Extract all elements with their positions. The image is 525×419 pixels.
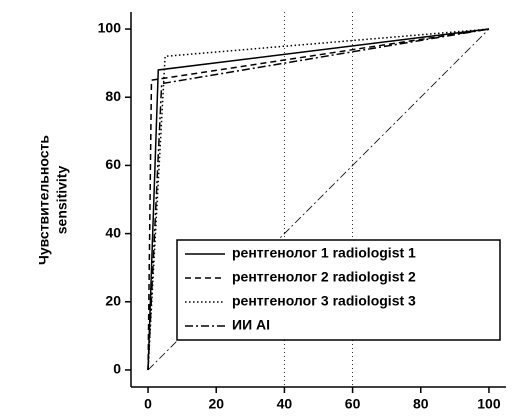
y-label-en: sensitivity bbox=[54, 166, 70, 235]
series-line bbox=[147, 28, 490, 370]
y-tick-label: 40 bbox=[105, 224, 121, 240]
y-label-ru: Чувствительность bbox=[36, 135, 52, 265]
legend-label: рентгенолог 2 radiologist 2 bbox=[232, 269, 416, 285]
y-tick-label: 80 bbox=[105, 88, 121, 104]
legend-label: рентгенолог 1 radiologist 1 bbox=[232, 245, 416, 261]
x-tick-label: 20 bbox=[208, 396, 224, 412]
y-tick-label: 0 bbox=[113, 361, 121, 377]
x-tick-label: 100 bbox=[477, 396, 501, 412]
y-axis-title: Чувствительность sensitivity bbox=[36, 135, 70, 265]
y-tick-label: 60 bbox=[105, 156, 121, 172]
y-tick-label: 100 bbox=[98, 20, 122, 36]
x-tick-label: 60 bbox=[345, 396, 361, 412]
series-line bbox=[147, 28, 490, 370]
x-tick-label: 40 bbox=[277, 396, 293, 412]
x-tick-label: 80 bbox=[413, 396, 429, 412]
y-tick-label: 20 bbox=[105, 292, 121, 308]
legend-box bbox=[176, 239, 501, 341]
series-line bbox=[147, 28, 490, 370]
legend-label: ИИ AI bbox=[232, 317, 270, 333]
x-tick-label: 0 bbox=[144, 396, 152, 412]
legend-label: рентгенолог 3 radiologist 3 bbox=[232, 293, 416, 309]
